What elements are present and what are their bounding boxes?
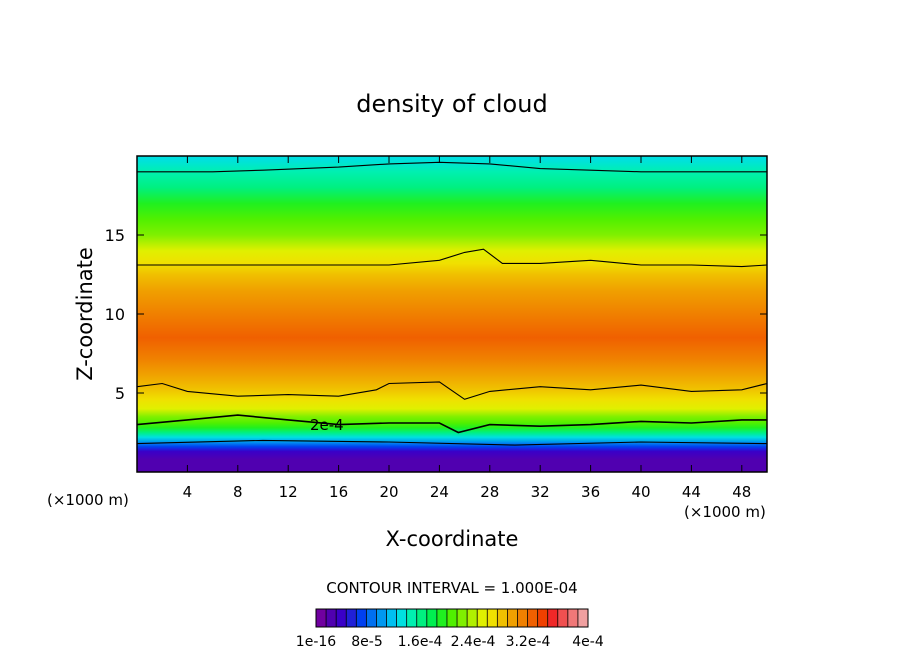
colorbar-swatch [527,609,538,627]
colorbar-swatch [477,609,488,627]
contour-line [137,248,767,268]
colorbar-swatch [457,609,468,627]
colorbar-swatch [386,609,397,627]
x-tick-label: 16 [329,483,348,501]
colorbar-tick-label: 1e-16 [296,634,336,650]
x-tick-label: 12 [279,483,298,501]
colorbar-swatch [336,609,347,627]
chart-title: density of cloud [356,90,547,118]
colorbar-swatch [416,609,428,627]
colorbar-swatch [567,609,579,627]
colorbar-tick-label: 1.6e-4 [398,634,443,650]
x-tick-label: 48 [732,483,751,501]
x-tick-label: 40 [631,483,650,501]
colorbar-swatch [467,609,478,627]
colorbar-frame [315,608,589,628]
x-unit-label-right: (×1000 m) [684,503,766,521]
x-unit-label-left: (×1000 m) [47,491,129,509]
contour-interval-text: CONTOUR INTERVAL = 1.000E-04 [326,579,577,597]
y-tick-label: 5 [115,384,125,403]
y-ticks: 5 10 15 [105,226,767,403]
colorbar-swatch [577,609,589,627]
contour-label: 2e-4 [310,416,344,434]
colorbar-swatch [366,609,377,627]
y-axis-label: Z-coordinate [73,247,97,381]
colorbar-tick-label: 3.2e-4 [506,634,551,650]
colorbar-swatch [376,609,387,627]
colorbar-swatch [326,609,337,627]
colorbar-tick-labels: 1e-16 8e-5 1.6e-4 2.4e-4 3.2e-4 4e-4 [296,634,604,650]
colorbar-swatch [487,609,498,627]
contour-line [137,161,767,173]
x-tick-label: 44 [682,483,701,501]
contour-line [137,414,767,434]
colorbar-tick-label: 2.4e-4 [451,634,496,650]
x-tick-label: 8 [233,483,243,501]
colorbar-swatch [426,609,438,627]
colorbar-swatch [406,609,418,627]
contour-line [137,381,767,400]
colorbar-swatch [547,609,559,627]
colorbar-swatch [557,609,569,627]
contour-lines [137,161,767,446]
x-tick-label: 28 [480,483,499,501]
colorbar-swatch [316,609,327,627]
x-axis-label: X-coordinate [386,527,519,551]
x-tick-label: 32 [531,483,550,501]
colorbar-tick-label: 8e-5 [351,634,382,650]
x-tick-label: 20 [379,483,398,501]
y-tick-label: 15 [105,226,125,245]
x-ticks: 4 8 12 16 20 24 28 32 36 40 44 48 [183,156,751,501]
x-tick-label: 4 [183,483,193,501]
colorbar [315,608,589,628]
colorbar-swatch [346,609,357,627]
colorbar-swatch [517,609,528,627]
y-tick-label: 10 [105,305,125,324]
field-fill [137,156,767,472]
colorbar-swatch [446,609,458,627]
colorbar-swatch [537,609,548,627]
x-tick-label: 24 [430,483,449,501]
x-tick-label: 36 [581,483,600,501]
colorbar-swatch [356,609,367,627]
colorbar-swatch [396,609,407,627]
colorbar-tick-label: 4e-4 [572,634,604,650]
colorbar-swatch [436,609,448,627]
colorbar-swatch [507,609,518,627]
contour-line [137,439,767,446]
colorbar-swatch [497,609,508,627]
